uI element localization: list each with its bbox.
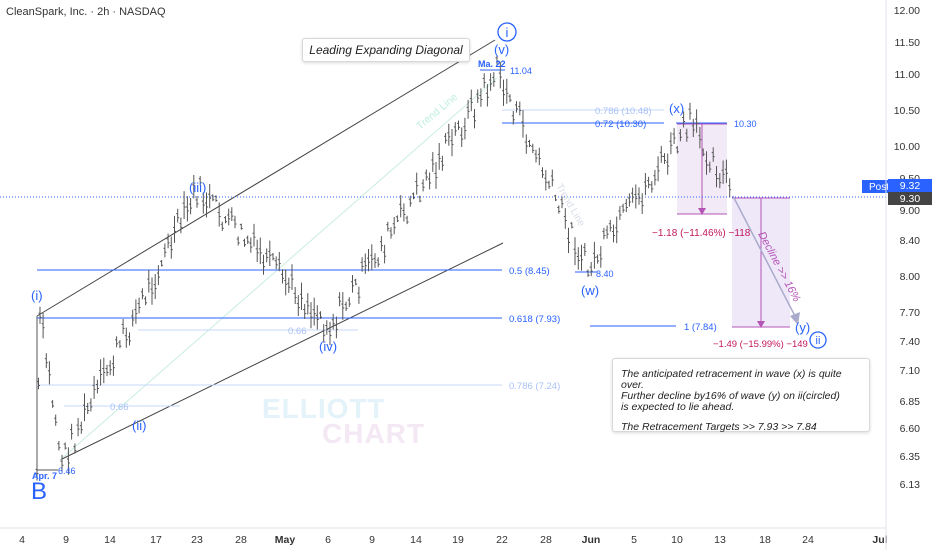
- fib-level-label: 0.72 (10.30): [595, 119, 646, 130]
- fib-level-label: 0.786 (10.48): [595, 106, 652, 117]
- y-tick-label: 7.10: [900, 365, 921, 377]
- x-tick-label: Jun: [582, 534, 601, 546]
- trendline-label: Trend Line: [414, 91, 460, 132]
- fib-level-label: 0.618 (7.93): [509, 314, 560, 325]
- note-line1: The anticipated retracement in wave (x) …: [621, 368, 842, 391]
- y-tick-label: 12.00: [894, 5, 920, 17]
- watermark-line1: ELLIOTT: [262, 393, 386, 424]
- wave-label-B: B: [31, 478, 48, 505]
- last-price-value: 9.30: [900, 193, 921, 205]
- y-tick-label: 10.00: [894, 141, 920, 153]
- price-candles: [35, 55, 732, 481]
- wave-label: (v): [494, 42, 509, 57]
- price-badge: [888, 179, 932, 192]
- x-tick-label: 28: [540, 534, 552, 546]
- watermark-line2: CHART: [322, 418, 425, 449]
- x-tick-label: 28: [235, 534, 247, 546]
- analysis-note[interactable]: The anticipated retracement in wave (x) …: [612, 358, 870, 433]
- x-tick-label: 14: [104, 534, 116, 546]
- measure-label-y: −1.49 (−15.99%) −149: [713, 339, 808, 350]
- y-tick-label: 6.35: [900, 451, 921, 463]
- x-tick-label: 24: [802, 534, 814, 546]
- x-tick-label: 9: [369, 534, 375, 546]
- y-tick-label: 7.40: [900, 336, 921, 348]
- wave-label: (y): [795, 320, 810, 335]
- x-tick-label: 10: [671, 534, 683, 546]
- y-tick-label: 11.50: [895, 37, 921, 49]
- price-label: 11.04: [510, 66, 532, 76]
- drawings-layer: [0, 39, 886, 471]
- wave-label-ii-circle: [809, 331, 827, 349]
- price-label: 8.40: [596, 269, 614, 279]
- price-label: Ma. 22: [478, 59, 506, 69]
- y-tick-label: 8.40: [900, 235, 921, 247]
- x-tick-label: 23: [191, 534, 203, 546]
- wave-label: (x): [669, 101, 684, 116]
- price-badge-value: 9.32: [900, 180, 921, 192]
- y-tick-label: 10.50: [894, 105, 920, 117]
- y-tick-label: 6.85: [900, 396, 921, 408]
- last-price-badge: [888, 192, 932, 205]
- time-axis: 4 9 14 17 23 28 May 6 9 14 19 22 28 Jun 5 10 13 18 24 Jul: [19, 534, 888, 546]
- fib-level-label: 0.5 (8.45): [509, 266, 550, 277]
- y-tick-label: 8.00: [900, 271, 921, 283]
- faint-trendline: [59, 77, 498, 461]
- measure-label-x: −1.18 (−11.46%) −118: [652, 228, 751, 239]
- wave-x-arrowhead: [698, 208, 706, 215]
- x-tick-label: 13: [714, 534, 726, 546]
- fib-level-label: 0.786 (7.24): [509, 381, 560, 392]
- fib-level-label: 0.66: [110, 402, 129, 413]
- x-tick-label: 14: [410, 534, 422, 546]
- x-tick-label: Jul: [872, 534, 887, 546]
- wave-label-i: i: [506, 25, 509, 40]
- wave-label-i-circle: [497, 22, 517, 42]
- y-tick-label: 6.13: [900, 479, 921, 491]
- wave-label: (i): [31, 288, 43, 303]
- wave-y-arrowhead: [757, 321, 765, 328]
- wave-label-ii: ii: [816, 335, 821, 347]
- chart-title: CleanSpark, Inc. · 2h · NASDAQ: [6, 6, 166, 18]
- note-line4: The Retracement Targets >> 7.93 >> 7.84: [621, 421, 817, 433]
- wave-label: (iii): [189, 180, 206, 195]
- wave-label: (w): [581, 283, 599, 298]
- post-badge: [862, 180, 896, 193]
- projected-path-arrowhead: [790, 312, 800, 325]
- price-label: Apr. 7: [32, 471, 57, 481]
- x-tick-label: 9: [63, 534, 69, 546]
- price-label: 6.46: [58, 466, 76, 476]
- diagonal-callout[interactable]: Leading Expanding Diagonal: [302, 38, 470, 62]
- x-tick-label: 17: [150, 534, 162, 546]
- x-tick-label: 18: [759, 534, 771, 546]
- projected-path-line: [732, 195, 797, 319]
- y-tick-label: 6.60: [900, 423, 921, 435]
- post-badge-label: Post: [869, 182, 889, 193]
- lower-trendline[interactable]: [59, 242, 504, 461]
- fib-level-label: 0.66: [288, 326, 307, 337]
- x-tick-label: 22: [496, 534, 508, 546]
- wave-label: (iv): [319, 339, 337, 354]
- wave-label: (ii): [132, 418, 146, 433]
- y-tick-label: 7.70: [900, 307, 921, 319]
- note-line2: Further decline by16% of wave (y) on ii(…: [621, 390, 840, 402]
- x-tick-label: 4: [19, 534, 25, 546]
- y-tick-label: 9.00: [900, 205, 921, 217]
- x-tick-label: 6: [325, 534, 331, 546]
- price-axis: 12.0011.5011.0010.5010.009.509.008.408.0…: [894, 5, 920, 491]
- x-tick-label: 19: [452, 534, 464, 546]
- y-tick-label: 11.00: [895, 69, 921, 81]
- x-tick-label: May: [275, 534, 296, 546]
- note-line3: is expected to lie ahead.: [621, 401, 735, 413]
- fib-level-label: 1 (7.84): [684, 322, 717, 333]
- x-tick-label: 5: [631, 534, 637, 546]
- price-label: 10.30: [734, 119, 757, 129]
